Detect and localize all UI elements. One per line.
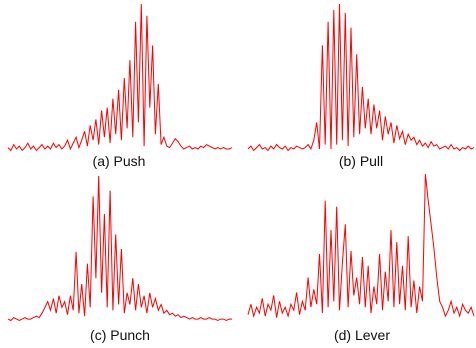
panel-punch: (c) Punch xyxy=(7,175,232,343)
panel-push: (a) Push xyxy=(7,3,233,169)
lever-signal-line xyxy=(247,173,475,318)
pull-signal-line xyxy=(247,3,475,152)
punch-caption: (c) Punch xyxy=(90,327,150,343)
push-signal-line xyxy=(7,3,233,152)
pull-caption: (b) Pull xyxy=(339,153,383,169)
lever-caption: (d) Lever xyxy=(334,327,390,343)
punch-signal-line xyxy=(7,175,232,322)
panel-pull: (b) Pull xyxy=(247,3,475,169)
push-caption: (a) Push xyxy=(93,153,146,169)
panel-lever: (d) Lever xyxy=(247,173,475,343)
